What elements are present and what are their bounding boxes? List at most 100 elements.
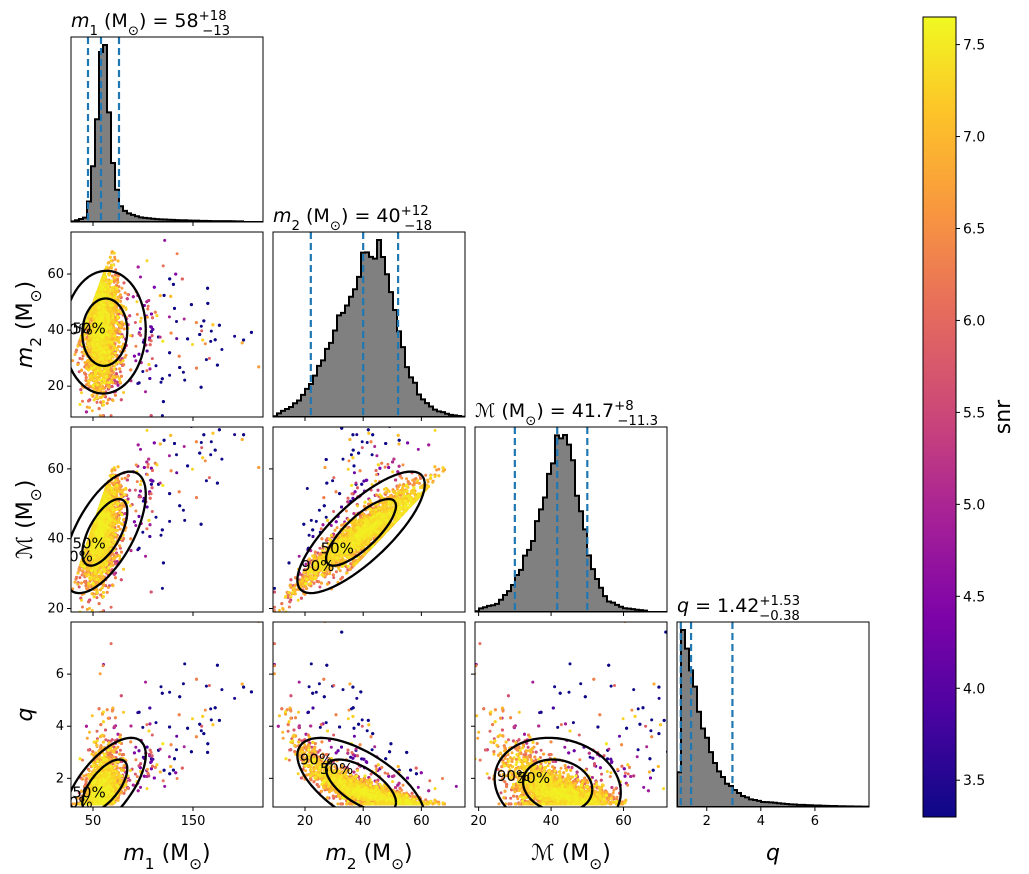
scatter-point xyxy=(161,264,165,268)
scatter-point xyxy=(144,390,147,394)
scatter-point xyxy=(103,271,107,275)
scatter-point xyxy=(101,374,105,378)
scatter-point xyxy=(83,371,86,375)
scatter-point xyxy=(118,380,122,384)
scatter-point xyxy=(175,320,178,323)
scatter-point xyxy=(115,372,118,376)
scatter-point xyxy=(86,359,90,363)
scatter-point xyxy=(113,393,117,397)
scatter-point xyxy=(101,414,105,417)
histogram-m1 xyxy=(71,44,263,222)
scatter-point xyxy=(110,377,114,381)
panel-frame xyxy=(70,36,264,223)
scatter-point xyxy=(168,277,172,281)
scatter-point xyxy=(149,325,153,329)
scatter-point xyxy=(209,339,213,343)
scatter-point xyxy=(110,266,114,270)
scatter-point xyxy=(78,403,82,406)
scatter-point xyxy=(152,285,156,289)
scatter-point xyxy=(111,313,115,317)
scatter-point xyxy=(89,374,93,378)
scatter-point xyxy=(84,376,88,379)
scatter-point xyxy=(105,366,109,370)
scatter-point xyxy=(90,409,94,413)
scatter-point xyxy=(182,317,186,321)
scatter-point xyxy=(97,374,101,378)
scatter-point xyxy=(80,391,83,395)
scatter-point xyxy=(149,312,153,316)
scatter-point xyxy=(167,315,171,319)
scatter-point xyxy=(87,313,91,317)
scatter-point xyxy=(135,312,139,316)
scatter-point xyxy=(151,316,154,320)
scatter-point xyxy=(109,259,113,263)
scatter-point xyxy=(117,309,121,313)
scatter-point xyxy=(77,370,81,374)
scatter-point xyxy=(163,238,167,242)
scatter-point xyxy=(145,349,149,353)
title-symbol: m xyxy=(71,10,90,32)
scatter-point xyxy=(136,265,140,269)
scatter-point xyxy=(180,277,184,281)
scatter-point xyxy=(102,341,106,345)
scatter-point xyxy=(76,344,80,348)
scatter-point xyxy=(99,400,103,404)
scatter-point xyxy=(100,395,104,399)
scatter-point xyxy=(118,367,122,371)
scatter-point xyxy=(92,398,96,402)
scatter-point xyxy=(112,364,116,368)
scatter-point xyxy=(112,344,116,348)
scatter-point xyxy=(159,380,163,384)
scatter-point xyxy=(105,370,109,374)
scatter-point xyxy=(81,399,84,403)
scatter-point xyxy=(74,350,78,354)
scatter-point xyxy=(118,324,122,328)
scatter-point xyxy=(148,377,152,380)
scatter-point xyxy=(175,252,179,256)
scatter-point xyxy=(111,399,115,402)
scatter-point xyxy=(129,334,132,338)
scatter-point xyxy=(160,377,164,381)
panel-body xyxy=(71,37,263,222)
scatter-point xyxy=(123,291,127,295)
scatter-point xyxy=(195,366,198,370)
scatter-point xyxy=(220,348,224,351)
scatter-point xyxy=(128,314,132,318)
scatter-point xyxy=(90,393,94,397)
scatter-point xyxy=(111,320,115,324)
title-subscript: 1 xyxy=(90,24,98,39)
scatter-point xyxy=(203,342,207,346)
scatter-point xyxy=(145,369,149,373)
scatter-point xyxy=(117,299,121,303)
scatter-point xyxy=(175,337,179,341)
scatter-point xyxy=(81,354,85,358)
scatter-point xyxy=(148,343,152,347)
scatter-point xyxy=(95,396,99,400)
scatter-point xyxy=(113,307,117,311)
scatter-point xyxy=(181,370,185,374)
scatter-point xyxy=(153,310,157,314)
scatter-point xyxy=(257,365,261,369)
scatter-point xyxy=(109,307,112,311)
scatter-point xyxy=(249,330,253,334)
title-equals: = 58 xyxy=(146,10,198,32)
scatter-point xyxy=(186,337,190,341)
title-unit-sub: ⊙ xyxy=(128,24,139,39)
scatter-point xyxy=(199,324,203,328)
scatter-point xyxy=(105,360,109,364)
title-err-minus: −13 xyxy=(202,24,230,39)
scatter-point xyxy=(87,379,91,383)
scatter-point xyxy=(150,334,154,338)
scatter-point xyxy=(120,320,124,324)
scatter-point xyxy=(100,381,104,385)
scatter-point xyxy=(174,272,178,276)
scatter-point xyxy=(242,338,246,342)
scatter-point xyxy=(139,316,143,320)
scatter-point xyxy=(151,327,155,331)
scatter-point xyxy=(92,379,96,383)
scatter-point xyxy=(120,286,124,290)
scatter-point xyxy=(95,379,99,382)
scatter-point xyxy=(114,268,118,272)
